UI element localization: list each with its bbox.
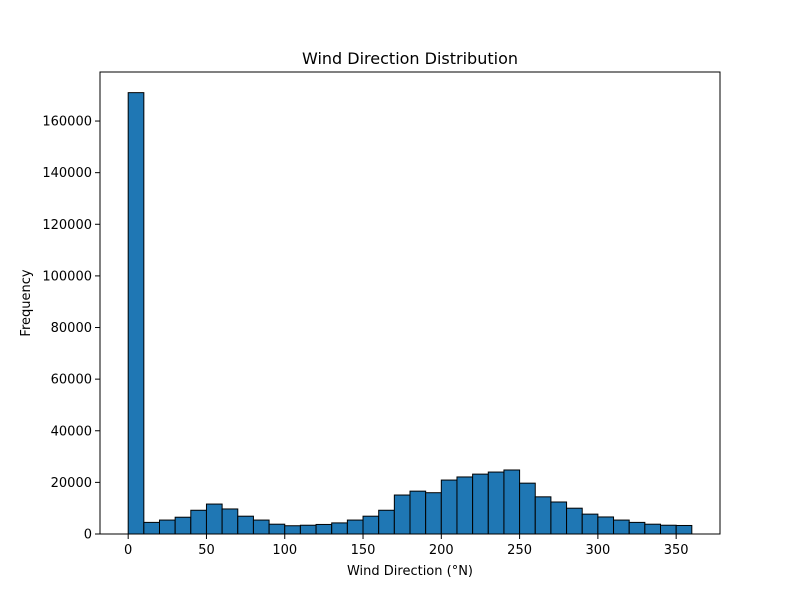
y-tick-label: 0 [84, 528, 92, 543]
histogram-bar [644, 523, 662, 535]
histogram-bar [628, 521, 646, 535]
histogram-bar [190, 509, 207, 535]
plot-frame [99, 71, 721, 535]
bars-group [127, 92, 693, 535]
y-axis-title: Frequency [19, 269, 34, 336]
histogram-bar [315, 523, 333, 535]
histogram-bar [205, 503, 223, 535]
x-tick-label: 50 [198, 543, 215, 558]
histogram-bar [378, 509, 395, 535]
histogram-bar [362, 515, 380, 535]
x-tick-label: 350 [664, 543, 689, 558]
histogram-bar [143, 521, 160, 535]
histogram-bar [456, 476, 474, 535]
x-tick-label: 150 [351, 543, 376, 558]
histogram-bar [409, 490, 427, 535]
y-tick-label: 20000 [51, 476, 92, 491]
histogram-bar [299, 524, 317, 535]
y-tick-label: 40000 [51, 424, 92, 439]
histogram-bar [613, 519, 630, 535]
x-tick-label: 300 [585, 543, 610, 558]
histogram-bar [331, 522, 348, 535]
x-tick-label: 250 [507, 543, 532, 558]
y-tick-label: 80000 [51, 321, 92, 336]
histogram-bar [503, 469, 521, 535]
histogram-bar [566, 507, 583, 535]
histogram-bar [284, 525, 301, 535]
histogram-bar [221, 508, 239, 535]
y-tick-label: 100000 [42, 269, 92, 284]
histogram-bar [425, 492, 442, 535]
histogram-bar [597, 516, 615, 535]
histogram-bar [581, 513, 599, 535]
histogram-bar [472, 473, 489, 535]
histogram-bar [158, 519, 176, 535]
x-tick-label: 200 [429, 543, 454, 558]
histogram-bar [675, 524, 693, 535]
histogram-bar [268, 523, 286, 535]
histogram-bar [487, 471, 505, 535]
y-tick-label: 140000 [42, 166, 92, 181]
histogram-bar [252, 519, 270, 535]
y-axis: 0 20000 40000 60000 80000 100000 120000 140000 1… [42, 115, 100, 543]
y-tick-label: 120000 [42, 218, 92, 233]
histogram-bar [550, 501, 568, 535]
histogram-bar [346, 519, 364, 535]
x-tick-label: 100 [272, 543, 297, 558]
histogram-bar [534, 496, 552, 535]
x-axis-title: Wind Direction (°N) [347, 564, 473, 579]
histogram-bar [519, 482, 536, 535]
histogram-bar [660, 524, 677, 535]
x-tick-label: 0 [124, 543, 132, 558]
histogram-bar [440, 479, 458, 535]
x-axis: 0 50 100 150 200 250 300 350 [124, 534, 689, 558]
y-tick-label: 60000 [51, 373, 92, 388]
histogram-bar [174, 516, 192, 535]
y-tick-label: 160000 [42, 115, 92, 130]
histogram-bar [127, 92, 145, 535]
histogram-bar [237, 515, 254, 535]
histogram-bar [393, 494, 411, 535]
chart-title: Wind Direction Distribution [302, 49, 518, 68]
